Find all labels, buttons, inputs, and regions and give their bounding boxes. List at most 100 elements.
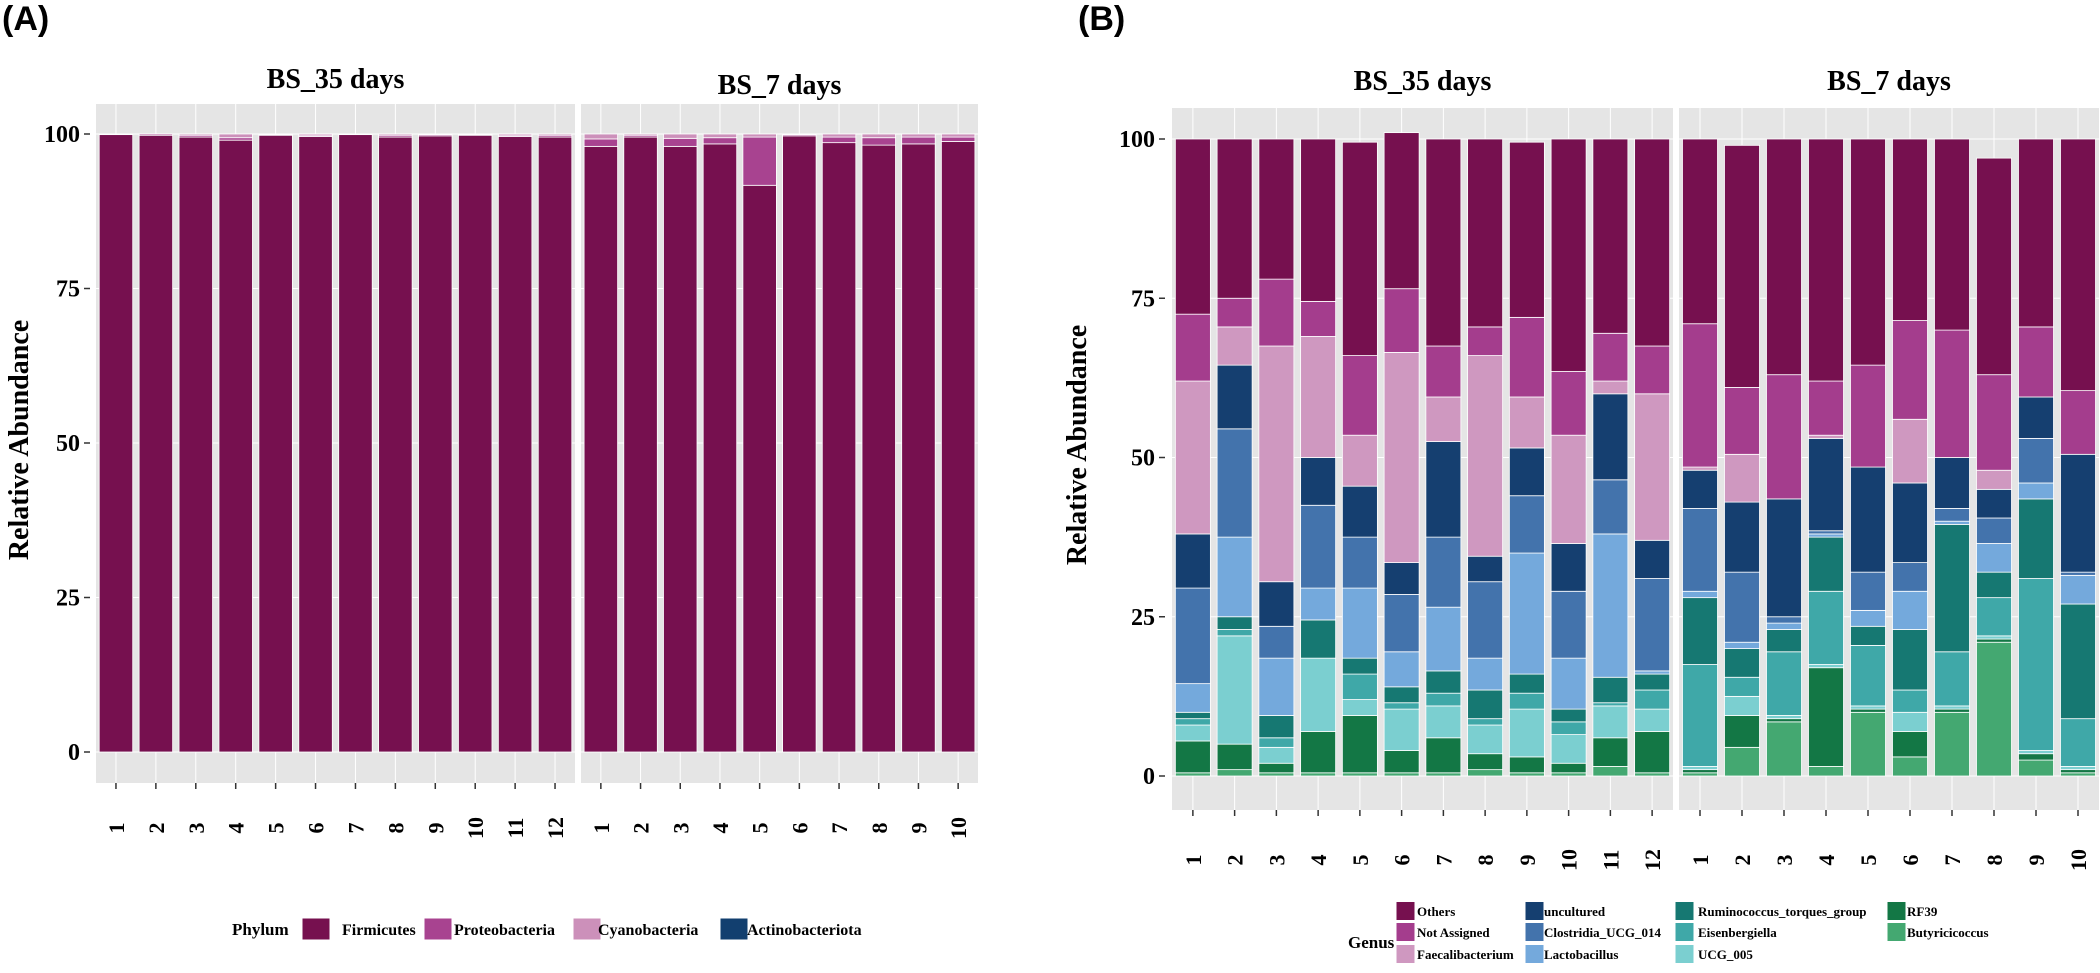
panel-label-b: (B) bbox=[1078, 0, 1125, 38]
bar-faecalibacterium: Faecalibacterium: 37 bbox=[1258, 345, 1295, 583]
bar-others: Others: 28.5 bbox=[1892, 138, 1928, 321]
legend-label-firmicutes: Firmicutes bbox=[342, 922, 416, 939]
bar-rf39: RF39: 0.5 bbox=[2060, 769, 2096, 774]
bar-butyricicoccus: Butyricicoccus: 0.5 bbox=[1341, 772, 1378, 777]
bar-firmicutes: Firmicutes: 99.8 bbox=[258, 134, 293, 753]
bar-stack-1: Firmicutes: 99.9Proteobacteria: 0.1 bbox=[98, 133, 134, 753]
bar-uncultured: uncultured: 7.5 bbox=[1300, 457, 1337, 506]
bar-cyanobacteria: Cyanobacteria: 0.2 bbox=[378, 133, 413, 136]
bar-cyanobacteria: Cyanobacteria: 0.6 bbox=[218, 133, 253, 139]
bar-butyricicoccus: Butyricicoccus: 0.5 bbox=[1550, 772, 1587, 777]
bar-uncultured: uncultured: 18.5 bbox=[1766, 498, 1802, 618]
x-tick-label: 5 bbox=[748, 823, 773, 834]
bar-uncultured: uncultured: 5 bbox=[1383, 562, 1420, 595]
bar-firmicutes: Firmicutes: 98 bbox=[663, 145, 698, 753]
bar-cyanobacteria: Cyanobacteria: 0.2 bbox=[178, 133, 213, 136]
x-tick-label: 11 bbox=[503, 818, 528, 839]
bar-stack-3: Firmicutes: 98Proteobacteria: 1.3Cyanoba… bbox=[663, 133, 698, 753]
bar-rf39: RF39: 0.5 bbox=[1850, 708, 1886, 713]
x-tick-label: 9 bbox=[2024, 855, 2049, 866]
bar-rf39: RF39: 3.5 bbox=[1383, 750, 1420, 774]
bar-eisenbergiella: Eisenbergiella: 1 bbox=[1467, 718, 1504, 726]
x-tick-label: 12 bbox=[1640, 849, 1665, 871]
bar-others: Others: 32.5 bbox=[1425, 138, 1462, 347]
bar-clostridia-ucg-014: Clostridia_UCG_014: 7 bbox=[2018, 437, 2054, 484]
bar-firmicutes: Firmicutes: 99.9 bbox=[98, 134, 134, 753]
bar-cyanobacteria: Cyanobacteria: 0.6 bbox=[861, 133, 896, 139]
x-tick-label: 4 bbox=[224, 823, 249, 834]
bar-others: Others: 38 bbox=[1808, 138, 1844, 382]
bar-stack-12: Firmicutes: 99.5Proteobacteria: 0.3Cyano… bbox=[537, 133, 573, 753]
bar-clostridia-ucg-014: Clostridia_UCG_014: 17 bbox=[1216, 428, 1253, 538]
panel-label-a: (A) bbox=[2, 0, 49, 38]
bar-ruminococcus-torques-group: Ruminococcus_torques_group: 4 bbox=[1592, 676, 1629, 704]
bar-ruminococcus-torques-group: Ruminococcus_torques_group: 4.5 bbox=[1724, 648, 1760, 678]
bar-butyricicoccus: Butyricicoccus: 8.5 bbox=[1766, 721, 1802, 777]
bar-butyricicoccus: Butyricicoccus: 1 bbox=[1216, 769, 1253, 777]
bar-ruminococcus-torques-group: Ruminococcus_torques_group: 2 bbox=[1550, 708, 1587, 723]
bar-butyricicoccus: Butyricicoccus: 0.5 bbox=[1425, 772, 1462, 777]
bar-lactobacillus: Lactobacillus: 2.5 bbox=[1850, 609, 1886, 627]
bar-not-assigned: Not Assigned: 7.5 bbox=[1634, 345, 1671, 395]
bar-rf39: RF39: 4 bbox=[1892, 731, 1928, 758]
bar-butyricicoccus: Butyricicoccus: 1.5 bbox=[1592, 766, 1629, 777]
legend: Genus Others Not Assigned Faecalibacterium u… bbox=[1348, 901, 1989, 964]
bar-others: Others: 29 bbox=[1682, 138, 1718, 325]
bar-clostridia-ucg-014: Clostridia_UCG_014: 10.5 bbox=[1550, 590, 1587, 659]
bar-proteobacteria: Proteobacteria: 0.1 bbox=[338, 133, 373, 136]
bar-rf39: RF39: 1 bbox=[2018, 753, 2054, 761]
bar-eisenbergiella: Eisenbergiella: 3 bbox=[1634, 689, 1671, 710]
bar-clostridia-ucg-014: Clostridia_UCG_014: 2 bbox=[1934, 508, 1970, 522]
bar-lactobacillus: Lactobacillus: 5.5 bbox=[1383, 651, 1420, 688]
bar-firmicutes: Firmicutes: 99.5 bbox=[623, 136, 658, 753]
x-tick-label: 2 bbox=[1730, 855, 1755, 866]
bar-ucg-005: UCG_005: 0.5 bbox=[1934, 705, 1970, 710]
bar-rf39: RF39: 4 bbox=[1216, 743, 1253, 771]
facet-title: BS_7 days bbox=[1827, 66, 1951, 97]
bar-eisenbergiella: Eisenbergiella: 9.5 bbox=[1850, 645, 1886, 707]
facet-title: BS_35 days bbox=[267, 64, 405, 95]
bar-ruminococcus-torques-group: Ruminococcus_torques_group: 18 bbox=[2060, 603, 2096, 720]
bar-eisenbergiella: Eisenbergiella: 8.5 bbox=[1934, 651, 1970, 707]
bar-ucg-005: UCG_005: 7.5 bbox=[1508, 708, 1545, 758]
x-tick-label: 10 bbox=[946, 817, 971, 839]
bar-ucg-005: UCG_005: 0.5 bbox=[1766, 715, 1802, 720]
legend-label-ruminococcus-torques-group: Ruminococcus_torques_group bbox=[1698, 904, 1867, 919]
bar-butyricicoccus: Butyricicoccus: 0.5 bbox=[1258, 772, 1295, 777]
y-tick-label: 75 bbox=[1131, 286, 1155, 312]
bar-ucg-005: UCG_005: 3 bbox=[1892, 711, 1928, 732]
y-tick-label: 50 bbox=[1131, 446, 1155, 472]
bar-ruminococcus-torques-group: Ruminococcus_torques_group: 2.5 bbox=[1383, 686, 1420, 704]
y-tick-label: 25 bbox=[1131, 605, 1155, 631]
bar-butyricicoccus: Butyricicoccus: 2.5 bbox=[2018, 759, 2054, 777]
bar-others: Others: 34 bbox=[1976, 157, 2012, 376]
x-tick-label: 7 bbox=[1940, 855, 1965, 866]
bar-butyricicoccus: Butyricicoccus: 10 bbox=[1850, 711, 1886, 777]
x-tick-label: 11 bbox=[1598, 850, 1623, 871]
bar-rf39: RF39: 5.5 bbox=[1425, 737, 1462, 774]
bar-others: Others: 33.5 bbox=[1341, 141, 1378, 356]
bar-clostridia-ucg-014: Clostridia_UCG_014: 14.5 bbox=[1634, 578, 1671, 672]
bar-cyanobacteria: Cyanobacteria: 0.5 bbox=[901, 133, 936, 138]
bar-faecalibacterium: Faecalibacterium: 7 bbox=[1425, 396, 1462, 442]
bar-faecalibacterium: Faecalibacterium: 10 bbox=[1892, 418, 1928, 484]
bar-lactobacillus: Lactobacillus: 0.5 bbox=[1808, 533, 1844, 538]
bar-proteobacteria: Proteobacteria: 0.1 bbox=[98, 133, 134, 136]
facet-bs-7-days: BS_7 daysFirmicutes: 98Proteobacteria: 1… bbox=[581, 70, 978, 839]
bar-cyanobacteria: Cyanobacteria: 0.1 bbox=[782, 133, 817, 136]
bar-stack-7: Firmicutes: 99.9Proteobacteria: 0.1 bbox=[338, 133, 373, 753]
bar-not-assigned: Not Assigned: 10 bbox=[2060, 390, 2096, 455]
bar-lactobacillus: Lactobacillus: 8 bbox=[1550, 657, 1587, 710]
bar-faecalibacterium: Faecalibacterium: 2 bbox=[1592, 380, 1629, 395]
bar-not-assigned: Not Assigned: 4.5 bbox=[1216, 297, 1253, 328]
bar-ucg-005: UCG_005: 0.5 bbox=[2018, 750, 2054, 755]
x-tick-label: 2 bbox=[629, 823, 654, 834]
bar-firmicutes: Firmicutes: 99.9 bbox=[338, 134, 373, 753]
legend-swatch-eisenbergiella bbox=[1674, 922, 1695, 942]
